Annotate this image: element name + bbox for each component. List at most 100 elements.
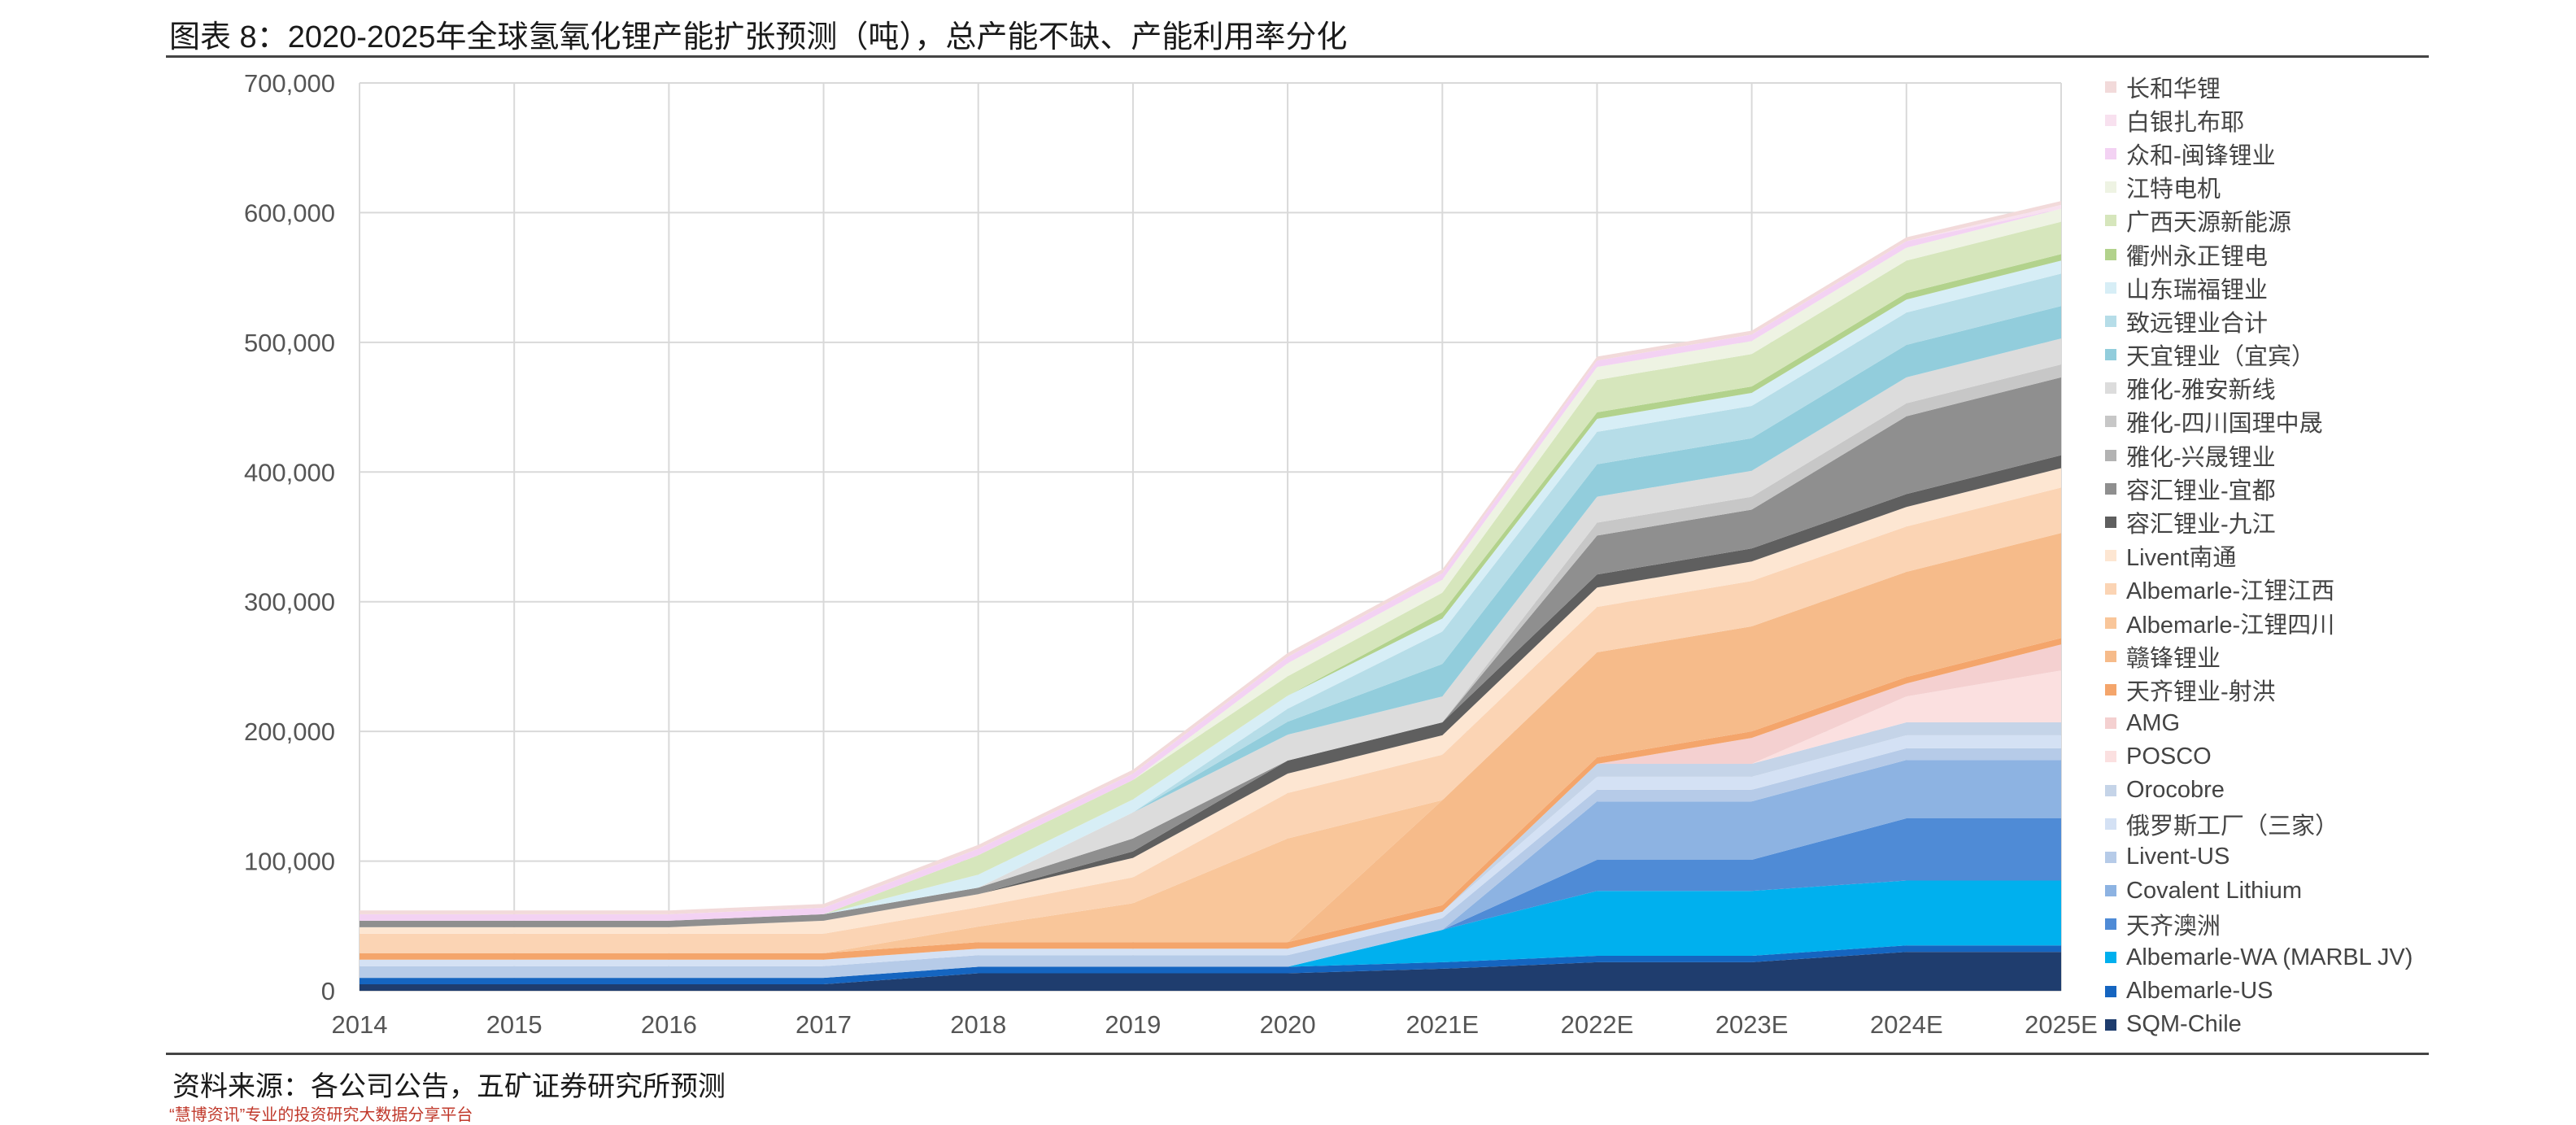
y-tick-label: 700,000 — [244, 69, 335, 98]
legend-label: AMG — [2126, 709, 2181, 736]
legend-swatch — [2105, 114, 2116, 126]
legend-label: 众和-闽锋锂业 — [2126, 142, 2276, 169]
legend-swatch — [2105, 617, 2116, 629]
legend-swatch — [2105, 583, 2116, 595]
legend-swatch — [2105, 885, 2116, 897]
x-tick-label: 2014 — [332, 1010, 388, 1039]
legend-item: 容汇锂业-九江 — [2105, 505, 2561, 539]
legend-swatch — [2105, 482, 2116, 495]
x-tick-label: 2021E — [1406, 1010, 1479, 1039]
legend-swatch — [2105, 215, 2116, 227]
legend-item: AMG — [2105, 707, 2561, 740]
y-tick-label: 400,000 — [244, 458, 335, 486]
chart-title: 图表 8：2020-2025年全球氢氧化锂产能扩张预测（吨），总产能不缺、产能利… — [169, 20, 1348, 55]
legend-label: POSCO — [2126, 743, 2212, 770]
legend-item: Livent南通 — [2105, 539, 2561, 573]
area-series — [360, 945, 2061, 984]
area-series — [360, 468, 2061, 934]
legend-label: 天齐澳洲 — [2126, 914, 2221, 940]
area-series — [360, 201, 2061, 991]
legend-swatch — [2105, 1018, 2116, 1031]
legend-label: 雅化-雅安新线 — [2126, 377, 2276, 404]
area-series — [360, 221, 2061, 921]
legend-label: Albemarle-US — [2126, 978, 2273, 1005]
legend-item: 雅化-雅安新线 — [2105, 372, 2561, 405]
legend-swatch — [2105, 717, 2116, 730]
legend-item: 长和华锂 — [2105, 70, 2561, 103]
legend-swatch — [2105, 650, 2116, 662]
legend-label: 衢州永正锂电 — [2126, 243, 2269, 270]
legend-swatch — [2105, 416, 2116, 428]
x-axis-labels: 2014 2015 2016 2017 2018 2019 2020 2021E 2022E 20… — [332, 1010, 2098, 1039]
legend-swatch — [2105, 281, 2116, 294]
area-series — [360, 487, 2061, 953]
legend-item: 天齐澳洲 — [2105, 908, 2561, 941]
legend-swatch — [2105, 517, 2116, 529]
x-tick-label: 2025E — [2025, 1010, 2098, 1039]
legend-label: Livent-US — [2126, 844, 2230, 870]
legend-label: Albemarle-江锂江西 — [2126, 578, 2335, 605]
legend-label: 雅化-四川国理中晟 — [2126, 411, 2323, 438]
legend-swatch — [2105, 81, 2116, 93]
legend-item: 俄罗斯工厂（三家） — [2105, 807, 2561, 840]
area-series — [360, 306, 2061, 921]
legend-item: Albemarle-WA (MARBL JV) — [2105, 941, 2561, 975]
footer-fragment: “慧博资讯”专业的投资研究大数据分享平台 — [169, 1106, 473, 1124]
legend-item: Covalent Lithium — [2105, 874, 2561, 908]
area-series — [360, 364, 2061, 921]
stacked-area-chart: 0 100,000 200,000 300,000 400,000 500,000 600,… — [244, 69, 2098, 1039]
legend-item: Livent-US — [2105, 840, 2561, 874]
bottom-rule — [166, 1053, 2429, 1055]
legend-swatch — [2105, 683, 2116, 695]
legend-swatch — [2105, 248, 2116, 260]
legend-label: 俄罗斯工厂（三家） — [2126, 813, 2339, 839]
legend-label: 白银扎布耶 — [2126, 109, 2245, 136]
legend: 长和华锂白银扎布耶众和-闽锋锂业 江特电机 广西天源新能源衢州永正锂电 山东瑞福锂业致… — [2105, 70, 2561, 1041]
x-tick-label: 2016 — [641, 1010, 697, 1039]
legend-item: 雅化-兴晟锂业 — [2105, 438, 2561, 472]
legend-label: Albemarle-WA (MARBL JV) — [2126, 944, 2413, 970]
legend-swatch — [2105, 751, 2116, 763]
legend-swatch — [2105, 550, 2116, 562]
x-tick-label: 2022E — [1561, 1010, 1634, 1039]
legend-swatch — [2105, 784, 2116, 796]
legend-swatch — [2105, 985, 2116, 997]
y-axis-labels: 0 100,000 200,000 300,000 400,000 500,000 600,… — [244, 69, 335, 1005]
x-tick-label: 2020 — [1260, 1010, 1316, 1039]
area-series — [360, 952, 2061, 991]
x-tick-label: 2015 — [486, 1010, 543, 1039]
legend-item: 江特电机 — [2105, 171, 2561, 204]
legend-item: POSCO — [2105, 740, 2561, 774]
legend-item: 白银扎布耶 — [2105, 103, 2561, 137]
y-tick-label: 100,000 — [244, 848, 335, 876]
legend-swatch — [2105, 918, 2116, 931]
legend-label: 天宜锂业（宜宾） — [2126, 344, 2316, 371]
legend-swatch — [2105, 952, 2116, 964]
legend-item: 致远锂业合计 — [2105, 304, 2561, 338]
legend-swatch — [2105, 349, 2116, 361]
legend-swatch — [2105, 181, 2116, 194]
area-series — [360, 880, 2061, 979]
legend-item: Orocobre — [2105, 774, 2561, 807]
area-series — [360, 338, 2061, 921]
legend-label: 容汇锂业-九江 — [2126, 512, 2276, 539]
legend-item: 广西天源新能源 — [2105, 204, 2561, 238]
legend-label: Albemarle-江锂四川 — [2126, 612, 2335, 639]
x-tick-label: 2024E — [1870, 1010, 1943, 1039]
x-tick-label: 2017 — [795, 1010, 852, 1039]
x-tick-label: 2018 — [950, 1010, 1006, 1039]
legend-item: Albemarle-江锂江西 — [2105, 573, 2561, 606]
legend-label: 容汇锂业-宜都 — [2126, 477, 2276, 504]
legend-label: 山东瑞福锂业 — [2126, 277, 2269, 303]
area-series — [360, 818, 2061, 979]
area-series — [360, 377, 2061, 927]
legend-label: Orocobre — [2126, 777, 2225, 804]
legend-label: Covalent Lithium — [2126, 877, 2302, 904]
legend-item: 衢州永正锂电 — [2105, 238, 2561, 271]
legend-item: 雅化-四川国理中晟 — [2105, 405, 2561, 438]
legend-label: 天齐锂业-射洪 — [2126, 678, 2276, 705]
y-tick-label: 500,000 — [244, 329, 335, 357]
legend-item: 天宜锂业（宜宾） — [2105, 338, 2561, 372]
y-tick-label: 0 — [321, 977, 335, 1005]
legend-label: 江特电机 — [2126, 177, 2221, 203]
